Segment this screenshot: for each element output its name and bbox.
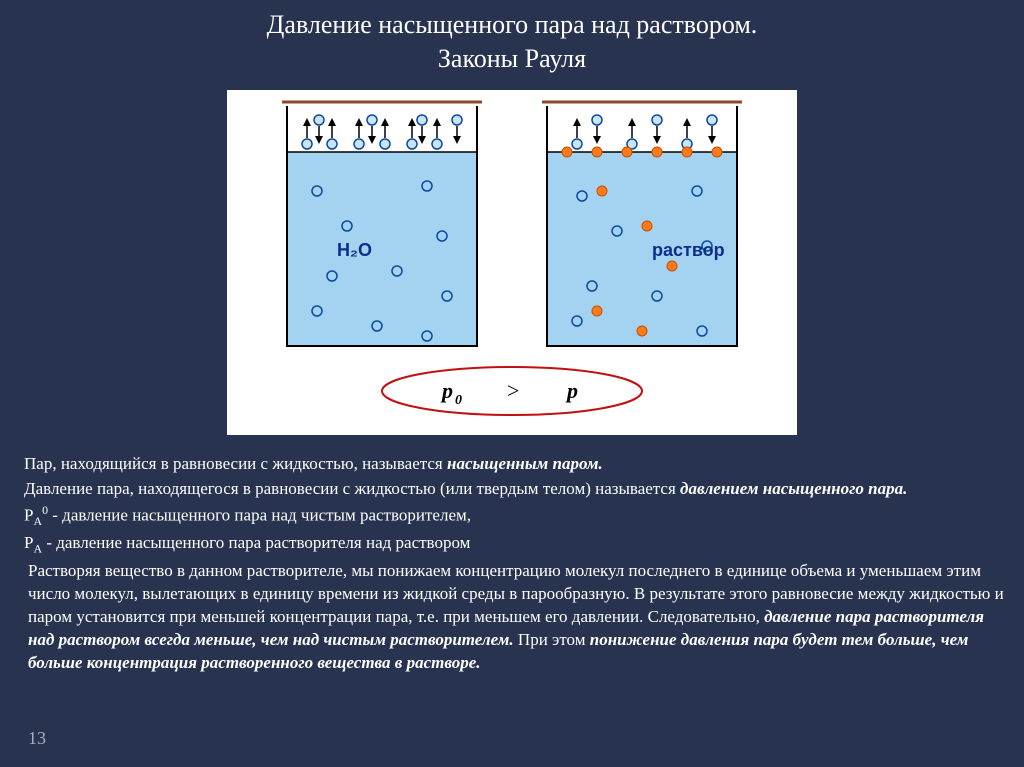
Asub-1: A — [33, 515, 42, 529]
para-4: PA - давление насыщенного пара растворит… — [24, 532, 1004, 556]
svg-text:H₂O: H₂O — [337, 240, 372, 260]
slide-title: Давление насыщенного пара над раствором.… — [0, 0, 1024, 76]
p2a: Давление пара, находящегося в равновесии… — [24, 479, 680, 498]
para-3: PA0 - давление насыщенного пара над чист… — [24, 502, 1004, 529]
diagram-panel: H₂O раствор p0>p — [227, 90, 797, 435]
svg-text:0: 0 — [455, 393, 462, 408]
page-number: 13 — [28, 728, 46, 749]
p2b-em: давлением насыщенного пара. — [680, 479, 907, 498]
svg-text:раствор: раствор — [652, 240, 725, 260]
beaker-water: H₂O — [277, 96, 487, 356]
para-2: Давление пара, находящегося в равновесии… — [24, 478, 1004, 501]
beaker-solution: раствор — [537, 96, 747, 356]
inequality-ellipse: p0>p — [362, 362, 662, 420]
svg-text:>: > — [507, 378, 519, 403]
inequality-wrap: p0>p — [237, 362, 787, 425]
body-text: Пар, находящийся в равновесии с жидкость… — [0, 435, 1024, 556]
beaker-row: H₂O раствор — [237, 96, 787, 356]
svg-text:p: p — [565, 378, 578, 403]
p5c: При этом — [514, 630, 590, 649]
para-5: Растворяя вещество в данном растворителе… — [28, 560, 1004, 675]
Asub-2: A — [33, 541, 42, 555]
svg-text:p: p — [440, 378, 453, 403]
p1a: Пар, находящийся в равновесии с жидкость… — [24, 454, 447, 473]
para-1: Пар, находящийся в равновесии с жидкость… — [24, 453, 1004, 476]
para-5-block: Растворяя вещество в данном растворителе… — [0, 560, 1024, 675]
title-line-1: Давление насыщенного пара над раствором. — [267, 10, 758, 39]
title-line-2: Законы Рауля — [438, 44, 586, 73]
p1b-em: насыщенным паром. — [447, 454, 603, 473]
p3: - давление насыщенного пара над чистым р… — [48, 506, 471, 525]
p4: - давление насыщенного пара растворителя… — [42, 533, 470, 552]
